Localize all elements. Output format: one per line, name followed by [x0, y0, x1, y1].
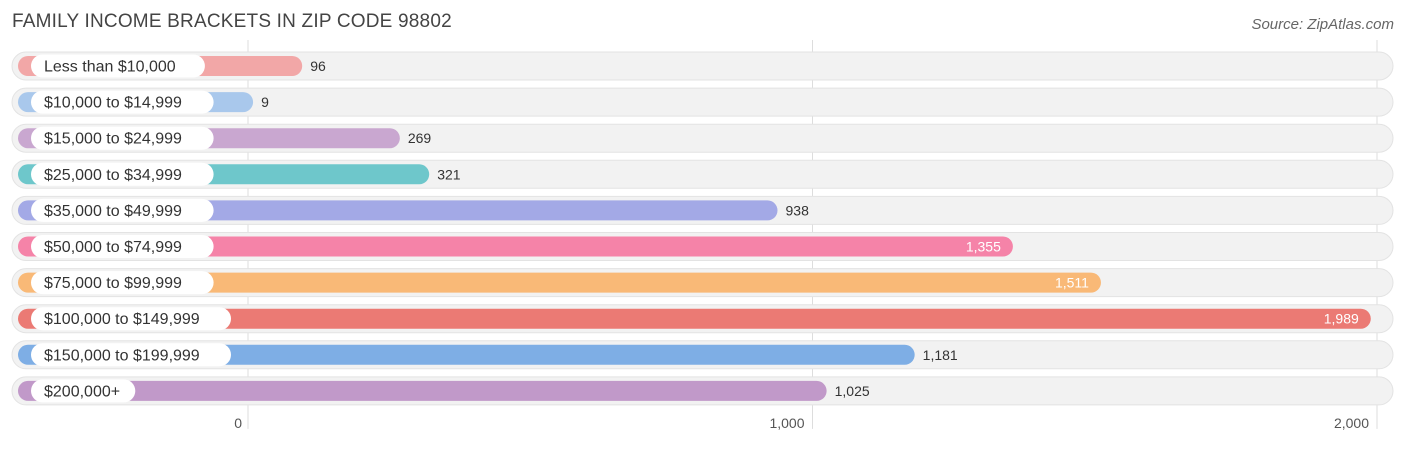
value-label: 938 [786, 202, 810, 218]
bar-track [11, 51, 1394, 81]
source-credit: Source: ZipAtlas.com [1251, 16, 1394, 33]
bar-row: Less than $10,000 96 [11, 51, 1394, 81]
bar [18, 308, 1371, 329]
bar-row: $75,000 to $99,999 1,511 [11, 268, 1394, 298]
value-label: 269 [408, 130, 432, 146]
category-label-pill [31, 162, 214, 186]
category-label: $15,000 to $24,999 [44, 131, 182, 148]
bar-track [11, 87, 1394, 117]
category-label-pill [31, 54, 205, 78]
category-label: $50,000 to $74,999 [44, 239, 182, 256]
value-label: 1,989 [1324, 311, 1359, 327]
bar-row: $150,000 to $199,999 1,181 [11, 340, 1394, 370]
bar-row: $15,000 to $24,999 269 [11, 123, 1394, 153]
bar [18, 272, 1101, 293]
bar-row: $200,000+ 1,025 [11, 376, 1394, 406]
bar [18, 380, 827, 401]
bar [18, 236, 1013, 257]
category-label: $75,000 to $99,999 [44, 275, 182, 292]
category-label-pill [31, 198, 214, 222]
category-label-pill [31, 271, 214, 295]
value-label: 9 [261, 94, 269, 110]
category-label: $150,000 to $199,999 [44, 347, 200, 364]
category-label: $200,000+ [44, 383, 120, 400]
bar [18, 344, 915, 365]
x-tick-label: 0 [234, 415, 242, 431]
category-label: $35,000 to $49,999 [44, 203, 182, 220]
value-label: 1,511 [1055, 275, 1089, 291]
category-label-pill [31, 343, 231, 367]
category-label-pill [31, 379, 136, 403]
bar-row: $50,000 to $74,999 1,355 [11, 232, 1394, 261]
value-label: 1,025 [835, 383, 870, 399]
bar-row: $100,000 to $149,999 1,989 [11, 304, 1394, 334]
bar-row: $25,000 to $34,999 321 [11, 159, 1394, 189]
category-label-pill [31, 90, 214, 114]
bar-row: $35,000 to $49,999 938 [11, 195, 1394, 225]
category-label: $10,000 to $14,999 [44, 95, 182, 112]
bar-row: $10,000 to $14,999 9 [11, 87, 1394, 117]
category-label: Less than $10,000 [44, 59, 176, 76]
category-label-pill [31, 126, 214, 150]
value-label: 1,181 [923, 347, 958, 363]
category-label-pill [31, 235, 214, 258]
category-label-pill [31, 307, 231, 331]
value-label: 96 [310, 58, 326, 74]
value-label: 1,355 [966, 239, 1001, 255]
category-label: $100,000 to $149,999 [44, 311, 200, 328]
x-tick-label: 2,000 [1334, 415, 1369, 431]
value-label: 321 [437, 166, 461, 182]
x-tick-label: 1,000 [769, 415, 804, 431]
category-label: $25,000 to $34,999 [44, 167, 182, 184]
chart-title: FAMILY INCOME BRACKETS IN ZIP CODE 98802 [12, 11, 452, 32]
